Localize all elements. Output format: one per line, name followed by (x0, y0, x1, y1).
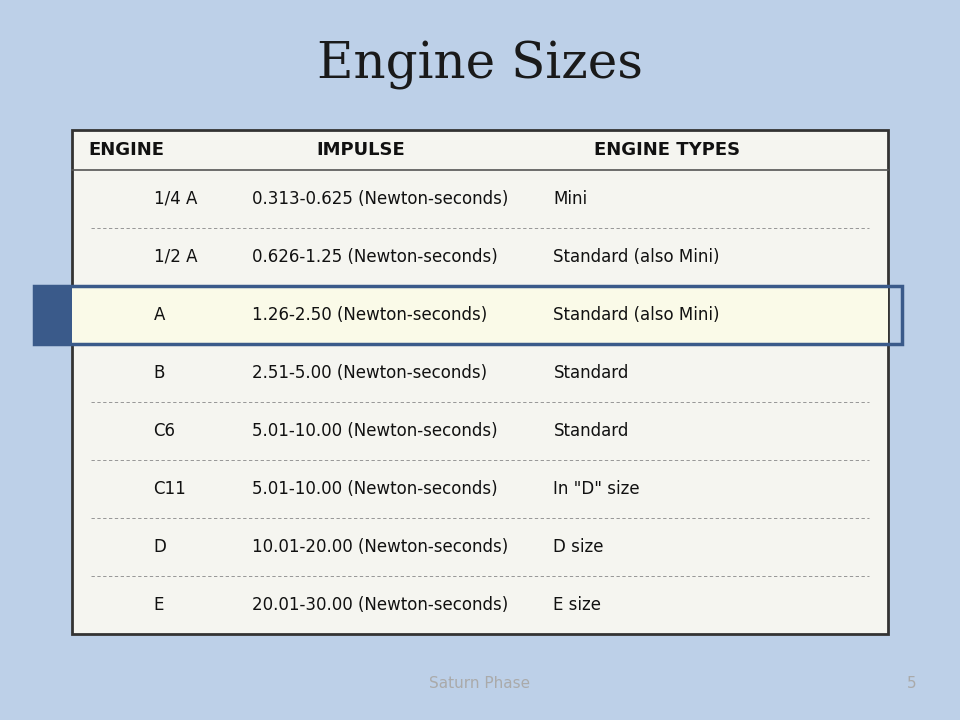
Text: Standard: Standard (553, 422, 629, 440)
FancyBboxPatch shape (34, 286, 72, 344)
Text: E size: E size (553, 595, 601, 613)
Text: 1/4 A: 1/4 A (154, 190, 197, 208)
Text: D size: D size (553, 538, 604, 556)
Text: 0.313-0.625 (Newton-seconds): 0.313-0.625 (Newton-seconds) (252, 190, 508, 208)
Text: A: A (154, 306, 165, 324)
Text: 1/2 A: 1/2 A (154, 248, 197, 266)
Text: D: D (154, 538, 166, 556)
Text: C6: C6 (154, 422, 176, 440)
Text: Standard: Standard (553, 364, 629, 382)
Text: B: B (154, 364, 165, 382)
Text: ENGINE: ENGINE (88, 141, 164, 159)
Text: C11: C11 (154, 480, 186, 498)
FancyBboxPatch shape (72, 130, 888, 634)
Text: 0.626-1.25 (Newton-seconds): 0.626-1.25 (Newton-seconds) (252, 248, 497, 266)
Text: Engine Sizes: Engine Sizes (317, 40, 643, 89)
Text: 1.26-2.50 (Newton-seconds): 1.26-2.50 (Newton-seconds) (252, 306, 487, 324)
Text: In "D" size: In "D" size (553, 480, 640, 498)
Text: 10.01-20.00 (Newton-seconds): 10.01-20.00 (Newton-seconds) (252, 538, 508, 556)
Text: Standard (also Mini): Standard (also Mini) (553, 248, 720, 266)
Text: Saturn Phase: Saturn Phase (429, 677, 531, 691)
Text: 2.51-5.00 (Newton-seconds): 2.51-5.00 (Newton-seconds) (252, 364, 487, 382)
Text: Standard (also Mini): Standard (also Mini) (553, 306, 720, 324)
Text: IMPULSE: IMPULSE (317, 141, 405, 159)
Text: 5: 5 (907, 677, 917, 691)
FancyBboxPatch shape (72, 286, 888, 344)
Text: 5.01-10.00 (Newton-seconds): 5.01-10.00 (Newton-seconds) (252, 422, 497, 440)
Text: 20.01-30.00 (Newton-seconds): 20.01-30.00 (Newton-seconds) (252, 595, 508, 613)
Text: 5.01-10.00 (Newton-seconds): 5.01-10.00 (Newton-seconds) (252, 480, 497, 498)
Text: ENGINE TYPES: ENGINE TYPES (594, 141, 740, 159)
Text: E: E (154, 595, 164, 613)
Text: Mini: Mini (553, 190, 588, 208)
